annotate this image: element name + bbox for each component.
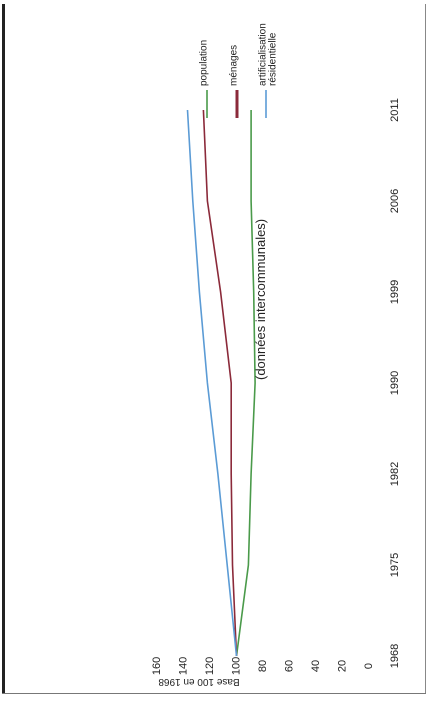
series-line-artificialisation [186, 109, 238, 657]
chart-subtitle: (données intercommunales) [253, 219, 268, 380]
series-line-menages [202, 109, 238, 657]
y-tick-label: 100 [230, 657, 242, 675]
legend-label-artificialisation: résidentielle [268, 32, 279, 86]
x-tick-label: 2011 [389, 98, 401, 122]
y-axis-label: Base 100 en 1968 [158, 676, 240, 687]
frame-right-border [425, 4, 426, 694]
y-tick-label: 160 [151, 657, 163, 675]
x-tick-label: 1968 [389, 644, 401, 668]
y-tick-label: 80 [257, 660, 269, 672]
y-tick-label: 0 [363, 663, 375, 669]
legend-label-menages: ménages [229, 45, 240, 86]
x-tick-label: 1975 [389, 553, 401, 577]
y-tick-label: 140 [177, 657, 189, 675]
frame-left-border [2, 4, 5, 694]
y-tick-label: 20 [336, 660, 348, 672]
x-tick-label: 1990 [389, 371, 401, 395]
y-tick-label: 60 [283, 660, 295, 672]
chart-series [186, 109, 256, 657]
legend-label-population: population [199, 40, 210, 86]
x-tick-label: 2006 [389, 189, 401, 213]
x-tick-label: 1999 [389, 280, 401, 304]
legend-label-artificialisation: artificialisation [258, 23, 269, 86]
chart-axes: 0 20 40 60 80 100 120 140 160 1968 1975 1982 1990 199… [151, 98, 401, 675]
y-tick-label: 120 [204, 657, 216, 675]
y-tick-label: 40 [310, 660, 322, 672]
series-line-population [235, 110, 256, 657]
x-tick-label: 1982 [389, 462, 401, 486]
frame-bottom-border [2, 693, 426, 694]
chart-legend: population ménages artificialisation réside… [199, 23, 279, 118]
